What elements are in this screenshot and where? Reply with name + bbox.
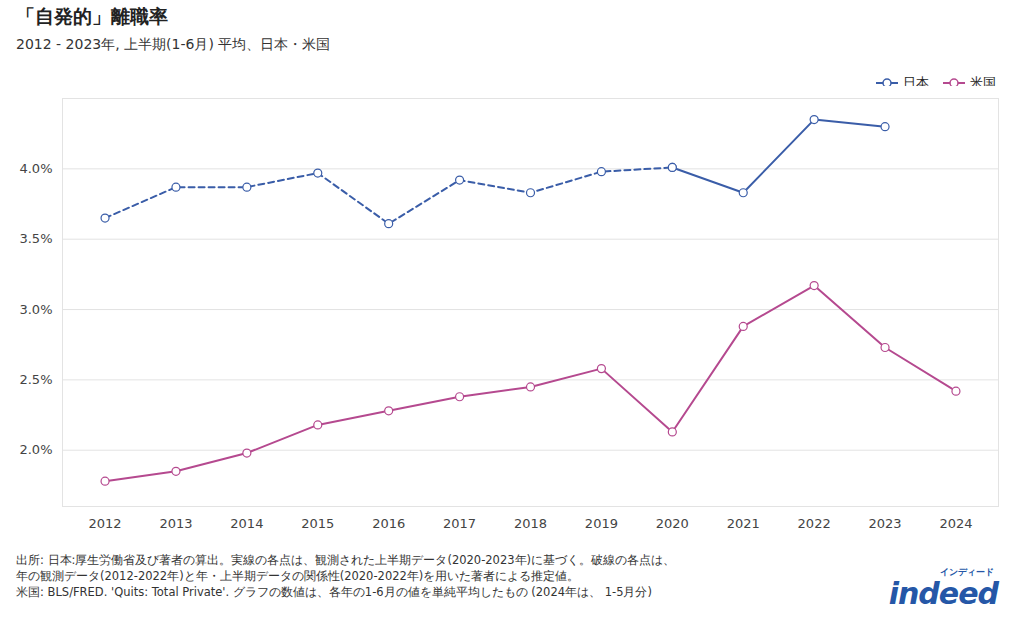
svg-text:4.0%: 4.0% bbox=[19, 161, 52, 176]
svg-text:2013: 2013 bbox=[159, 516, 192, 531]
html-text:indeed: indeed bbox=[888, 576, 998, 611]
svg-text:2023: 2023 bbox=[868, 516, 901, 531]
html-text:2012 - 2023年, 上半期(1-6月) 平均、日本・: 2012 - 2023年, 上半期(1-6月) 平均、日本・米国 bbox=[16, 36, 331, 52]
svg-text:2024: 2024 bbox=[939, 516, 972, 531]
html-text:米国: BLS/FRED. 'Quits: Total Pr: 米国: BLS/FRED. 'Quits: Total Private'. グラ… bbox=[16, 585, 652, 599]
svg-text:2016: 2016 bbox=[372, 516, 405, 531]
svg-text:2018: 2018 bbox=[514, 516, 547, 531]
svg-text:3.0%: 3.0% bbox=[19, 302, 52, 317]
svg-text:2014: 2014 bbox=[230, 516, 263, 531]
svg-text:2012: 2012 bbox=[88, 516, 121, 531]
svg-text:2019: 2019 bbox=[585, 516, 618, 531]
svg-text:2.0%: 2.0% bbox=[19, 442, 52, 457]
svg-text:2020: 2020 bbox=[656, 516, 689, 531]
svg-text:2017: 2017 bbox=[443, 516, 476, 531]
html-text:出所: 日本:厚生労働省及び著者の算出。実線の各点は、観測さ: 出所: 日本:厚生労働省及び著者の算出。実線の各点は、観測された上半期データ(2… bbox=[16, 553, 676, 567]
svg-text:2021: 2021 bbox=[727, 516, 760, 531]
html-text:年の観測データ(2012-2022年)と年・上半期データの関: 年の観測データ(2012-2022年)と年・上半期データの関係性(2020-20… bbox=[16, 569, 580, 583]
html-text:米国: 米国 bbox=[970, 75, 996, 90]
html-text:「自発的」離職率: 「自発的」離職率 bbox=[16, 5, 168, 27]
svg-text:2.5%: 2.5% bbox=[19, 372, 52, 387]
svg-text:2022: 2022 bbox=[798, 516, 831, 531]
svg-text:2015: 2015 bbox=[301, 516, 334, 531]
svg-text:3.5%: 3.5% bbox=[19, 231, 52, 246]
html-text:日本: 日本 bbox=[903, 75, 929, 90]
html-text:インディード: インディード bbox=[940, 567, 994, 577]
